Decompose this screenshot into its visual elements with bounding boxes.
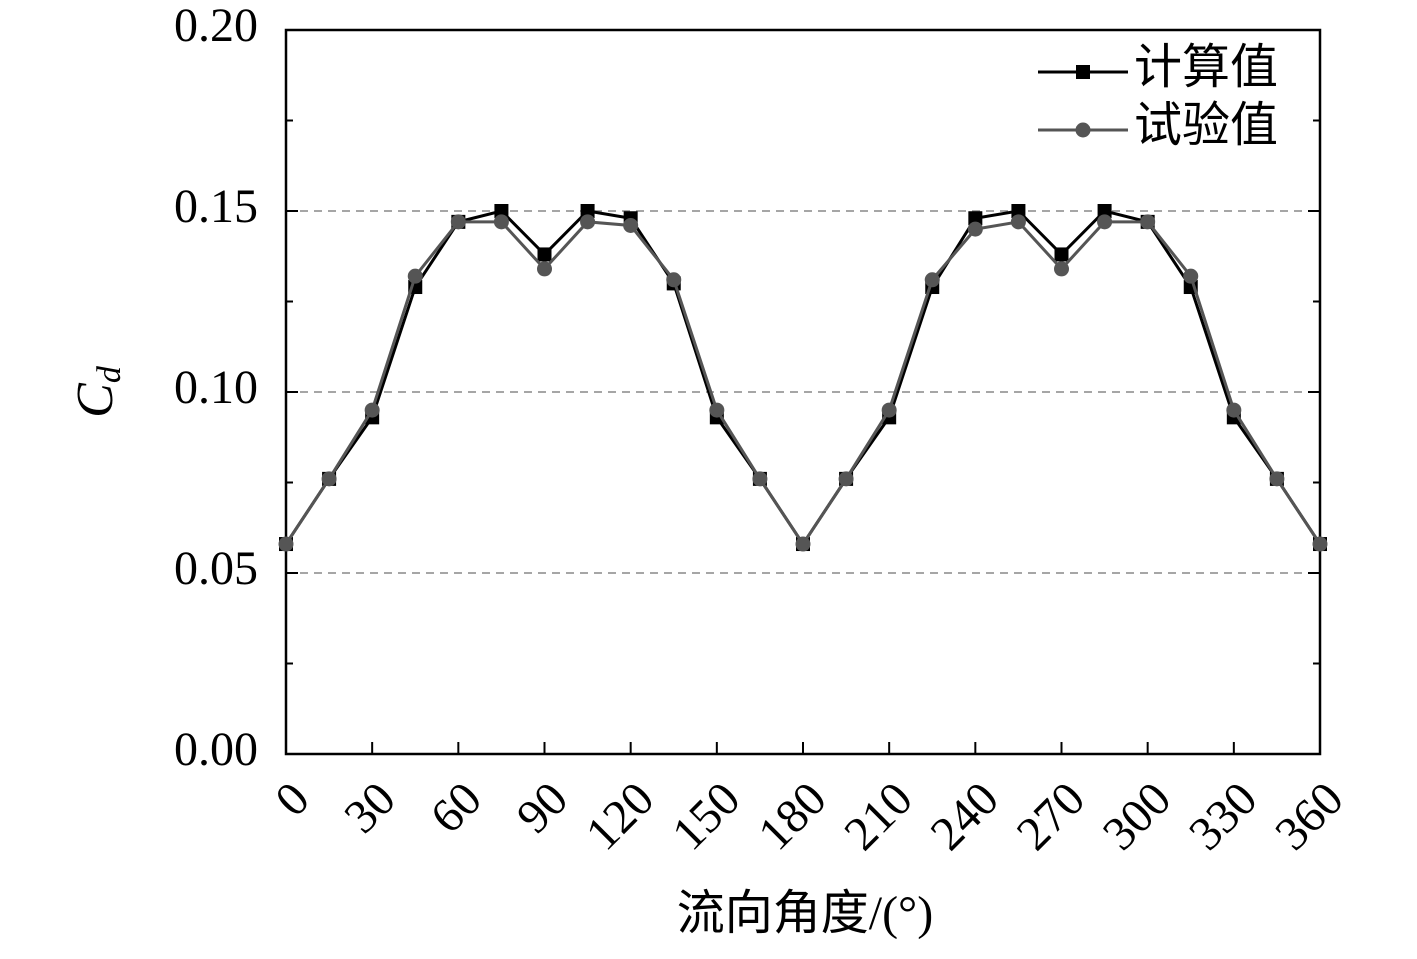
data-point bbox=[1140, 214, 1156, 230]
data-point bbox=[1010, 214, 1026, 230]
data-point bbox=[1097, 214, 1113, 230]
x-tick-label: 90 bbox=[507, 772, 578, 843]
data-point bbox=[709, 402, 725, 418]
y-tick-label: 0.20 bbox=[174, 0, 258, 52]
data-point bbox=[493, 214, 509, 230]
plot-frame bbox=[284, 28, 1322, 756]
data-point bbox=[968, 211, 983, 226]
data-point bbox=[1183, 268, 1199, 284]
legend-marker bbox=[1075, 122, 1091, 138]
legend-label: 计算值 bbox=[1134, 41, 1278, 94]
data-point bbox=[967, 221, 983, 237]
legend-marker bbox=[1076, 65, 1090, 79]
x-tick-label: 150 bbox=[662, 772, 750, 860]
data-point bbox=[1097, 204, 1112, 218]
y-tick-label: 0.05 bbox=[174, 542, 258, 595]
data-point bbox=[838, 471, 854, 487]
data-point bbox=[1312, 536, 1328, 552]
data-point bbox=[537, 261, 552, 277]
data-point bbox=[1269, 471, 1285, 487]
data-point bbox=[666, 272, 682, 288]
data-point bbox=[623, 217, 639, 233]
data-point bbox=[795, 536, 811, 552]
x-tick-label: 0 bbox=[265, 772, 319, 826]
data-point bbox=[881, 402, 897, 418]
y-tick-label: 0.10 bbox=[174, 361, 258, 414]
x-tick-label: 180 bbox=[748, 772, 836, 860]
x-tick-label: 120 bbox=[576, 772, 664, 860]
y-axis-label-base: C bbox=[67, 382, 124, 418]
data-point bbox=[494, 204, 509, 218]
x-tick-label: 210 bbox=[834, 772, 922, 860]
data-point bbox=[450, 214, 466, 230]
y-axis-label: Cd bbox=[67, 365, 128, 418]
x-tick-label: 270 bbox=[1007, 772, 1095, 860]
data-point bbox=[752, 471, 768, 487]
data-point bbox=[1011, 204, 1026, 218]
x-tick-label: 60 bbox=[420, 772, 491, 843]
data-point bbox=[580, 214, 596, 230]
x-axis-label: 流向角度/(°) bbox=[677, 887, 934, 940]
x-tick-label: 360 bbox=[1265, 772, 1353, 860]
x-tick-label: 330 bbox=[1179, 772, 1267, 860]
data-point bbox=[278, 536, 294, 552]
data-point bbox=[537, 247, 552, 262]
data-point bbox=[407, 268, 423, 284]
data-point bbox=[1226, 402, 1242, 418]
data-point bbox=[364, 402, 380, 418]
data-point bbox=[1054, 247, 1069, 262]
y-tick-label: 0.15 bbox=[174, 180, 258, 233]
series-line bbox=[284, 209, 1322, 547]
y-tick-label: 0.00 bbox=[174, 723, 258, 776]
x-tick-label: 240 bbox=[921, 772, 1009, 860]
y-axis-label-sub: d bbox=[91, 365, 128, 383]
legend-label: 试验值 bbox=[1134, 99, 1278, 152]
data-point bbox=[1054, 261, 1069, 277]
series-line bbox=[284, 220, 1322, 547]
x-tick-label: 300 bbox=[1093, 772, 1181, 860]
data-point bbox=[580, 204, 595, 218]
data-point bbox=[924, 272, 940, 288]
x-tick-label: 30 bbox=[334, 772, 405, 843]
data-point bbox=[321, 471, 337, 487]
